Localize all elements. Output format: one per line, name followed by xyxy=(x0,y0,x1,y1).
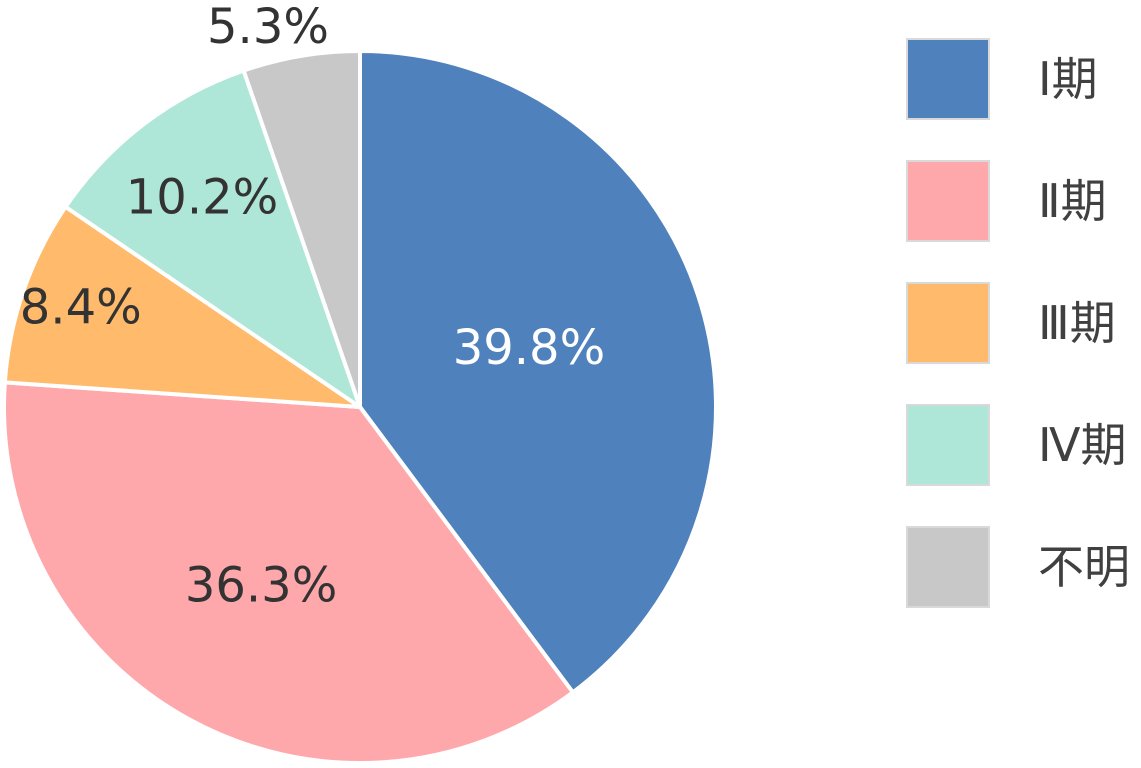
legend-item-unknown: 不明 xyxy=(906,526,1141,608)
slice-stage-4-value-label: 10.2% xyxy=(126,170,278,226)
legend-swatch-stage-1 xyxy=(906,38,990,120)
slice-stage-1 xyxy=(358,49,718,695)
legend-swatch-stage-2 xyxy=(906,160,990,242)
slice-stage-4 xyxy=(63,68,362,409)
legend-swatch-stage-3 xyxy=(906,282,990,364)
slice-stage-3-value-label: 8.4% xyxy=(20,279,142,335)
legend-item-stage-4: Ⅳ期 xyxy=(906,404,1141,486)
legend-label-stage-2: Ⅱ期 xyxy=(1038,174,1107,228)
legend-label-stage-1: Ⅰ期 xyxy=(1038,52,1098,106)
slice-unknown-value-label: 5.3% xyxy=(207,0,329,55)
slice-unknown xyxy=(241,49,362,409)
legend-item-stage-2: Ⅱ期 xyxy=(906,160,1141,242)
legend-swatch-unknown xyxy=(906,526,990,608)
legend-item-stage-1: Ⅰ期 xyxy=(906,38,1141,120)
legend-item-stage-3: Ⅲ期 xyxy=(906,282,1141,364)
slice-stage-2-value-label: 36.3% xyxy=(185,557,337,613)
legend-label-stage-3: Ⅲ期 xyxy=(1038,296,1116,350)
legend-label-unknown: 不明 xyxy=(1038,540,1130,594)
slice-stage-3 xyxy=(2,204,362,409)
slice-stage-2 xyxy=(2,380,575,765)
legend-swatch-stage-4 xyxy=(906,404,990,486)
pie-plot-area: 39.8% 36.3% 8.4% 10.2% 5.3% xyxy=(2,0,718,765)
legend-label-stage-4: Ⅳ期 xyxy=(1038,418,1127,472)
slice-stage-1-value-label: 39.8% xyxy=(453,320,605,376)
legend: Ⅰ期 Ⅱ期 Ⅲ期 Ⅳ期 不明 xyxy=(906,38,1141,648)
